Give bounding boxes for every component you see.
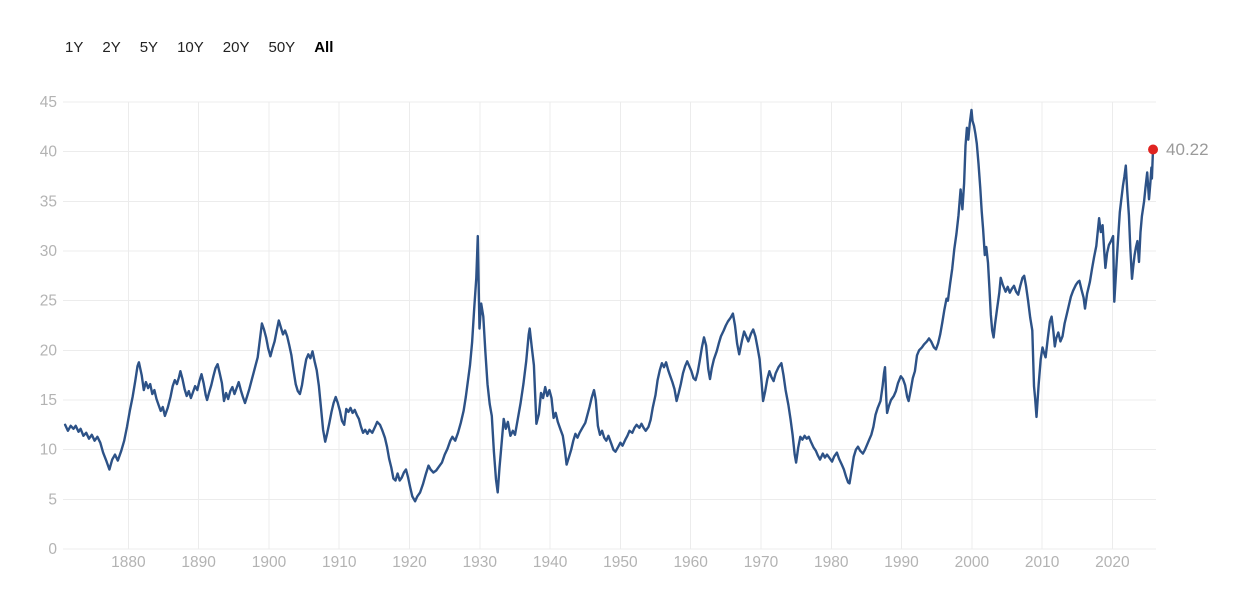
x-axis-tick-label: 1940 (533, 554, 568, 571)
x-axis-tick-label: 1960 (673, 554, 708, 571)
y-axis-tick-label: 10 (40, 442, 58, 459)
y-axis-tick-label: 40 (40, 144, 58, 161)
range-button-10y[interactable]: 10Y (177, 39, 204, 56)
x-axis-tick-label: 2010 (1025, 554, 1060, 571)
range-button-50y[interactable]: 50Y (268, 39, 296, 56)
x-axis-tick-label: 1990 (884, 554, 919, 571)
y-axis-tick-label: 45 (40, 94, 57, 111)
y-axis-tick-label: 30 (40, 243, 58, 260)
x-axis-tick-label: 1920 (392, 554, 427, 571)
x-axis-tick-label: 1970 (744, 554, 779, 571)
x-axis-tick-label: 2000 (955, 554, 990, 571)
x-axis-tick-label: 1890 (181, 554, 216, 571)
range-button-1y[interactable]: 1Y (65, 39, 84, 56)
x-axis-tick-label: 1910 (322, 554, 357, 571)
x-axis-tick-label: 2020 (1095, 554, 1130, 571)
range-button-all[interactable]: All (314, 39, 334, 56)
y-axis-tick-label: 0 (48, 541, 57, 558)
range-button-20y[interactable]: 20Y (222, 39, 250, 56)
y-axis-tick-label: 20 (40, 342, 58, 359)
y-axis-tick-label: 35 (40, 193, 57, 210)
range-selector: 1Y 2Y 5Y 10Y 20Y 50Y All (65, 40, 333, 55)
y-axis-tick-label: 5 (48, 491, 57, 508)
y-axis-tick-label: 15 (40, 392, 57, 409)
last-value-dot (1148, 144, 1159, 155)
x-axis-tick-label: 1930 (463, 554, 498, 571)
last-value-label: 40.22 (1166, 140, 1209, 159)
x-axis-tick-label: 1980 (814, 554, 849, 571)
pe-ratio-series-line (63, 108, 1155, 503)
x-axis-tick-label: 1950 (603, 554, 638, 571)
x-axis-tick-label: 1900 (252, 554, 287, 571)
range-button-5y[interactable]: 5Y (139, 39, 159, 56)
y-axis-tick-label: 25 (40, 293, 57, 310)
range-button-2y[interactable]: 2Y (102, 39, 121, 56)
x-axis-tick-label: 1880 (111, 554, 146, 571)
